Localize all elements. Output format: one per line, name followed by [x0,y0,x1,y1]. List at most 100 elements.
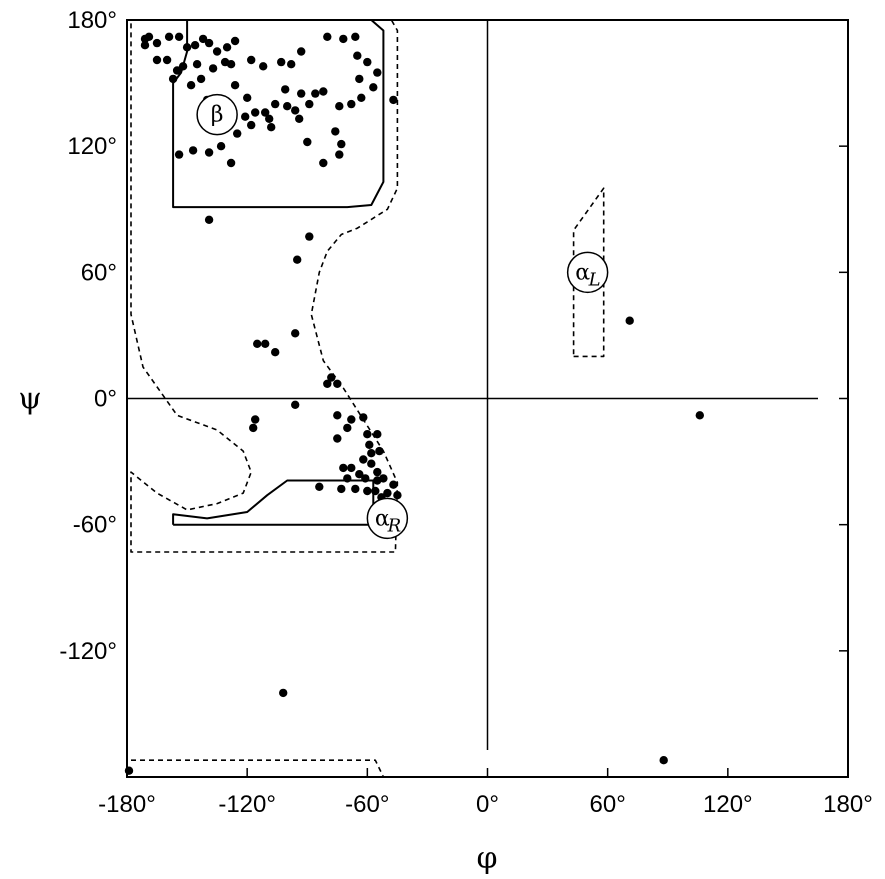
data-point [355,470,364,479]
data-point [389,480,398,489]
data-point [351,32,360,41]
data-point [279,688,288,698]
data-point [281,85,290,94]
data-point [226,59,236,69]
x-axis-ticks: -180° -120° -60° 0° 60° 120° 180° [98,768,873,818]
data-point [695,411,704,420]
data-point [233,129,242,138]
data-point [172,66,182,75]
data-point [192,59,202,69]
data-point [333,411,342,420]
data-point [365,440,374,449]
data-point [297,89,306,98]
allowed-region-contour [131,759,385,778]
data-point [277,57,286,67]
data-point [295,114,304,124]
data-point [305,99,314,109]
data-points [124,32,704,775]
data-point [373,476,382,485]
x-tick-label: 120° [703,791,753,818]
region-label-text: α [375,506,390,531]
data-point [249,423,258,433]
region-label: αL [566,251,609,294]
data-point [371,486,380,496]
data-point [369,83,378,92]
data-point [162,55,172,65]
data-point [208,64,218,73]
y-tick-label: 0° [94,386,117,413]
y-tick-label: 60° [81,259,117,286]
data-point [375,446,384,456]
data-point [335,150,344,159]
data-point [373,68,382,77]
region-label-circle [196,93,238,136]
data-point [323,379,332,388]
data-point [339,34,348,44]
data-point [393,491,402,500]
data-point [259,62,268,71]
data-point [343,423,352,433]
data-point [271,99,280,109]
data-point [291,329,300,338]
data-point [359,455,368,464]
data-point [347,415,356,424]
data-point [359,413,368,422]
y-axis-title: ψ [18,382,42,417]
data-point [297,47,306,56]
data-point [164,32,174,41]
data-point [204,38,214,48]
data-point [335,102,344,111]
data-point [337,484,346,494]
data-point [265,114,274,124]
y-tick-label: 180° [67,7,117,34]
x-axis-title: φ [476,841,497,876]
y-axis-ticks: -120° -60° 0° 60° 120° 180° [59,7,848,665]
data-point [305,232,314,241]
y-tick-label: 120° [67,133,117,160]
data-point [261,339,270,348]
data-point [353,51,362,60]
data-point [367,449,376,458]
data-point [144,32,154,41]
data-point [287,59,296,69]
data-point [283,102,292,111]
region-label-circle [566,251,609,294]
data-point [323,32,332,41]
data-point [319,87,328,96]
data-point [357,93,366,103]
data-point [188,146,198,155]
data-point [267,123,276,132]
data-point [355,74,364,84]
data-point [212,47,222,56]
data-point [186,81,196,90]
data-point [373,467,382,477]
data-point [230,81,240,90]
data-point [363,57,372,67]
region-label-text: β [211,103,224,128]
x-tick-label: -180° [98,791,156,818]
data-point [373,430,382,439]
data-point [204,215,214,224]
data-point [363,430,372,439]
data-point [190,41,200,50]
data-point [216,142,226,151]
data-point [331,127,340,136]
data-point [291,106,300,115]
data-point [222,43,232,52]
data-point [247,120,256,130]
y-tick-label: -60° [73,512,117,539]
data-point [226,158,236,168]
data-point [178,62,188,71]
data-point [230,36,240,46]
data-point [337,139,346,149]
data-point [315,482,324,491]
data-point [243,93,252,103]
region-label-subscript: L [588,269,601,290]
data-point [261,108,270,117]
data-point [271,348,280,357]
data-point [327,373,336,382]
data-point [303,137,312,147]
data-point [389,95,398,105]
data-point [333,434,342,443]
